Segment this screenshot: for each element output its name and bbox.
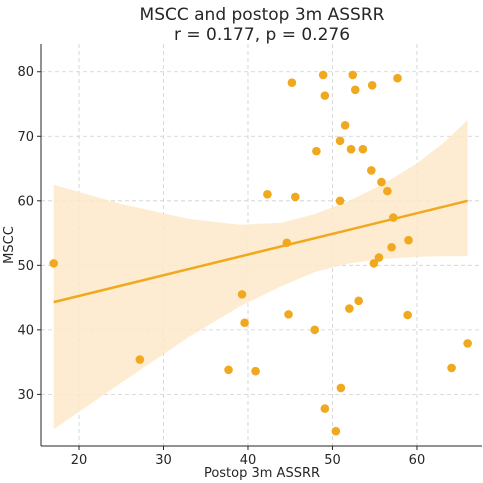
data-point bbox=[383, 186, 392, 196]
y-tick-label: 80 bbox=[17, 65, 34, 80]
data-point bbox=[240, 318, 249, 328]
data-point bbox=[350, 85, 360, 95]
data-point bbox=[447, 363, 456, 373]
x-tick-label: 60 bbox=[409, 453, 426, 468]
data-point bbox=[49, 259, 58, 268]
x-axis-label: Postop 3m ASSRR bbox=[204, 466, 320, 481]
data-point bbox=[340, 121, 350, 130]
data-point bbox=[251, 366, 260, 376]
data-point bbox=[290, 192, 300, 202]
x-tick-label: 50 bbox=[324, 453, 341, 468]
data-point bbox=[345, 304, 354, 313]
chart-title: MSCC and postop 3m ASSRR bbox=[140, 5, 385, 25]
data-point bbox=[320, 91, 330, 100]
data-point bbox=[335, 196, 345, 206]
data-point bbox=[310, 325, 320, 335]
data-point bbox=[374, 253, 384, 262]
data-point bbox=[393, 73, 402, 83]
y-axis-label: MSCC bbox=[2, 226, 17, 264]
data-point bbox=[135, 355, 145, 364]
data-point bbox=[318, 70, 328, 80]
chart-subtitle: r = 0.177, p = 0.276 bbox=[174, 25, 350, 45]
y-tick-label: 30 bbox=[17, 388, 34, 403]
data-point bbox=[331, 426, 341, 436]
y-tick-label: 70 bbox=[17, 130, 34, 145]
x-axis-ticks: 20 30 40 50 60 bbox=[71, 446, 425, 468]
data-point bbox=[335, 136, 345, 146]
data-point bbox=[336, 383, 346, 393]
data-point bbox=[377, 177, 386, 187]
data-point bbox=[263, 190, 272, 199]
y-tick-label: 40 bbox=[17, 323, 34, 338]
y-axis-ticks: 30 40 50 60 70 80 bbox=[17, 65, 41, 403]
data-point bbox=[224, 365, 233, 375]
data-point bbox=[284, 310, 293, 319]
y-tick-label: 50 bbox=[17, 259, 34, 274]
data-point bbox=[367, 166, 376, 175]
data-point bbox=[388, 213, 398, 222]
data-point bbox=[320, 404, 330, 413]
x-tick-label: 30 bbox=[155, 453, 172, 468]
confidence-band bbox=[53, 120, 468, 430]
data-point bbox=[358, 144, 368, 154]
data-point bbox=[387, 242, 396, 252]
data-point bbox=[312, 146, 321, 156]
data-point bbox=[369, 259, 379, 268]
data-point bbox=[237, 290, 247, 299]
data-point bbox=[282, 238, 292, 248]
data-point bbox=[463, 339, 472, 348]
data-point bbox=[346, 144, 356, 154]
x-tick-label: 20 bbox=[71, 453, 88, 468]
data-point bbox=[367, 80, 377, 90]
x-tick-label: 40 bbox=[240, 453, 257, 468]
regression-line bbox=[53, 199, 468, 304]
data-points bbox=[49, 70, 472, 436]
data-point bbox=[403, 310, 412, 320]
y-tick-label: 60 bbox=[17, 194, 34, 209]
data-point bbox=[404, 235, 413, 245]
data-point bbox=[348, 70, 358, 80]
data-point bbox=[354, 296, 363, 306]
data-point bbox=[287, 78, 297, 88]
